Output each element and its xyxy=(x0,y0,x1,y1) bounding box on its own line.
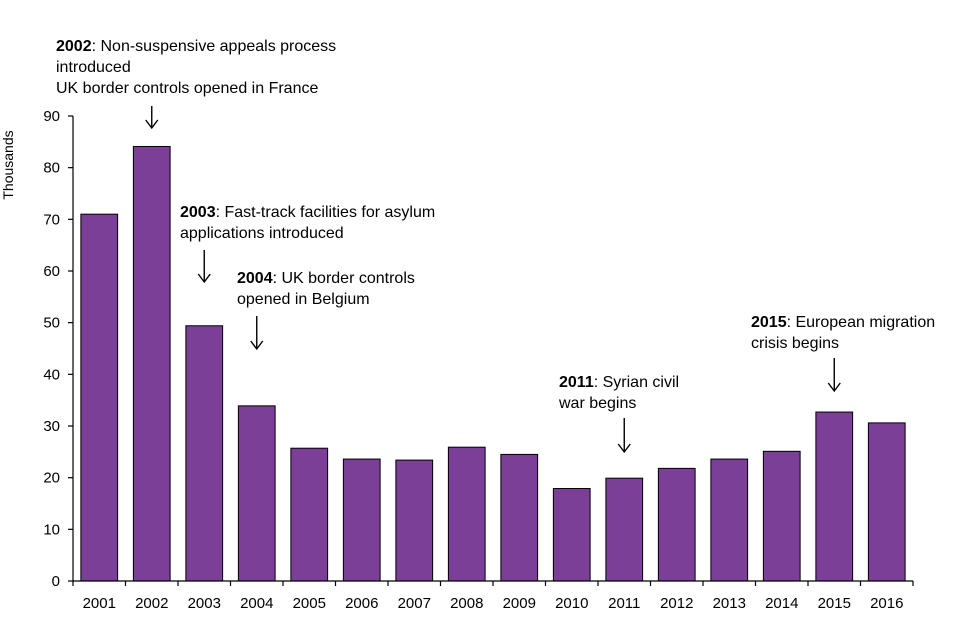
x-tick-label: 2005 xyxy=(293,595,326,612)
annotation-2015: 2015: European migration crisis begins xyxy=(751,312,935,354)
x-tick-label: 2004 xyxy=(240,595,273,612)
annotation-arrows xyxy=(145,106,841,454)
x-tick-label: 2016 xyxy=(870,595,903,612)
y-tick-label: 90 xyxy=(43,108,60,125)
annotation-2011: 2011: Syrian civil war begins xyxy=(559,372,679,414)
bar-2003 xyxy=(185,325,224,582)
y-tick-label: 70 xyxy=(43,211,60,228)
y-tick-label: 20 xyxy=(43,470,60,487)
arrow-2003 xyxy=(197,250,211,284)
y-tick-labels: 0 10 20 30 40 50 60 70 80 90 xyxy=(43,108,60,590)
bar-2010 xyxy=(552,488,591,582)
bar-2016 xyxy=(867,422,906,582)
annotation-line: opened in Belgium xyxy=(237,291,370,308)
arrow-2004 xyxy=(250,316,264,351)
x-tick-label: 2007 xyxy=(398,595,431,612)
bar-2001 xyxy=(80,213,119,582)
y-tick-label: 40 xyxy=(43,366,60,383)
annotation-text: : European migration xyxy=(786,314,936,331)
y-tick-label: 30 xyxy=(43,418,60,435)
y-tick-label: 0 xyxy=(52,573,60,590)
x-tick-label: 2002 xyxy=(135,595,168,612)
x-tick-label: 2013 xyxy=(713,595,746,612)
y-tick-label: 50 xyxy=(43,315,60,332)
bar-2004 xyxy=(237,405,276,582)
bar-2015 xyxy=(815,411,854,582)
annotation-line: 2015: European migration xyxy=(751,314,936,331)
annotation-text: : Non-suspensive appeals process xyxy=(91,38,337,55)
annotation-line: 2004: UK border controls xyxy=(237,270,415,287)
annotation-line: introduced xyxy=(56,59,131,76)
bar-2007 xyxy=(395,459,434,582)
x-tick-label: 2009 xyxy=(503,595,536,612)
x-tick-label: 2010 xyxy=(555,595,588,612)
x-tick-label: 2001 xyxy=(83,595,116,612)
annotation-2003: 2003: Fast-track facilities for asylum a… xyxy=(180,202,435,244)
y-tick-label: 60 xyxy=(43,263,60,280)
axes-group xyxy=(68,115,914,586)
annotation-line: crisis begins xyxy=(751,335,840,352)
annotation-line: applications introduced xyxy=(180,225,344,242)
y-tick-label: 10 xyxy=(43,521,60,538)
arrow-2002 xyxy=(145,106,159,130)
x-tick-labels: 2001 2002 2003 2004 2005 2006 2007 2008 2009 2010… xyxy=(83,595,904,612)
annotation-line: 2003: Fast-track facilities for asylum xyxy=(180,204,436,221)
y-tick-label: 80 xyxy=(43,160,60,177)
annotation-text: : UK border controls xyxy=(272,270,415,287)
annotation-2004: 2004: UK border controls opened in Belgi… xyxy=(237,268,415,310)
annotation-text: : Fast-track facilities for asylum xyxy=(215,204,436,221)
x-tick-label: 2008 xyxy=(450,595,483,612)
x-tick-label: 2014 xyxy=(765,595,798,612)
x-tick-label: 2006 xyxy=(345,595,378,612)
y-axis-label: Thousands xyxy=(0,130,16,200)
arrow-2011 xyxy=(617,418,631,454)
x-tick-label: 2012 xyxy=(660,595,693,612)
annotation-line: UK border controls opened in France xyxy=(56,80,319,97)
x-tick-label: 2015 xyxy=(818,595,851,612)
bar-2008 xyxy=(447,446,486,582)
bar-2002 xyxy=(132,145,171,582)
bar-2006 xyxy=(342,458,381,582)
annotation-line: 2002: Non-suspensive appeals process xyxy=(56,38,337,55)
bar-2014 xyxy=(762,450,801,582)
arrow-2015 xyxy=(827,358,841,393)
bar-2013 xyxy=(710,458,749,582)
bar-2012 xyxy=(657,467,696,582)
bar-2009 xyxy=(500,453,539,582)
x-tick-label: 2003 xyxy=(188,595,221,612)
annotation-2002: 2002: Non-suspensive appeals process int… xyxy=(56,36,336,99)
annotation-line: 2011: Syrian civil xyxy=(559,374,680,391)
x-tick-label: 2011 xyxy=(608,595,640,612)
bar-2005 xyxy=(290,447,329,582)
bar-2011 xyxy=(605,477,644,582)
bars-group xyxy=(80,145,906,582)
annotation-line: war begins xyxy=(559,395,637,412)
annotation-text: : Syrian civil xyxy=(593,374,680,391)
